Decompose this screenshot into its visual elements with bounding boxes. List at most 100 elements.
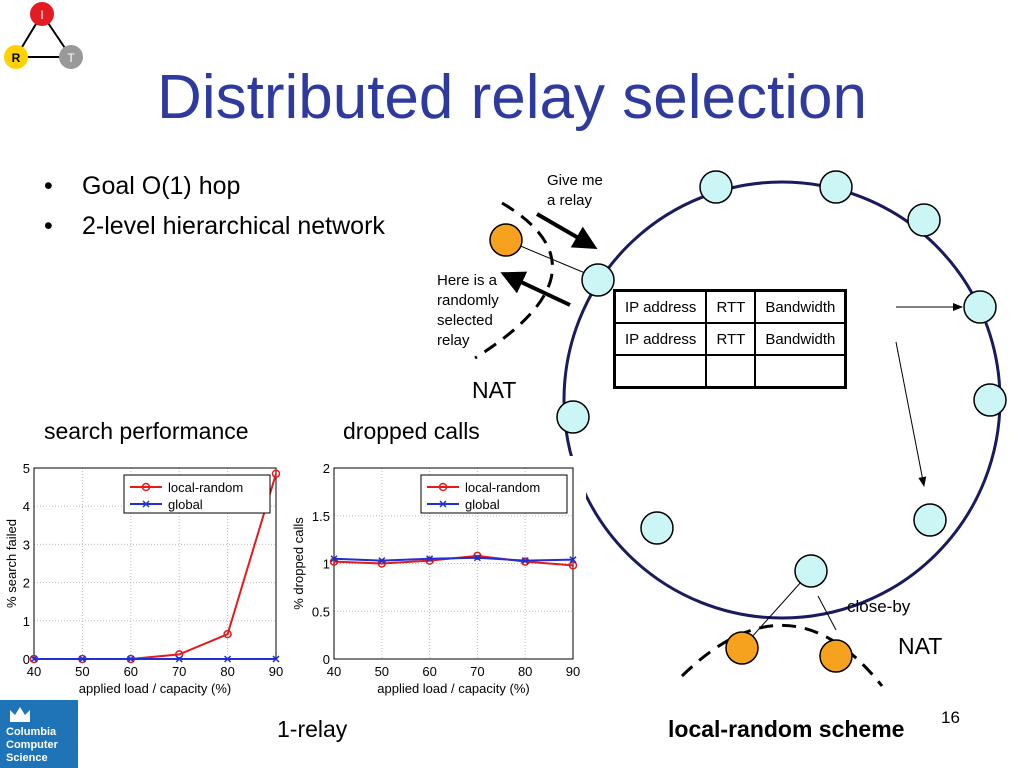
data-point — [569, 556, 577, 564]
y-axis-label: % search failed — [4, 519, 19, 608]
x-tick-label: 40 — [27, 664, 41, 679]
logo-t-letter: T — [67, 51, 75, 65]
plot-frame — [333, 467, 574, 660]
logo-i-circle — [30, 2, 54, 26]
bullet-item: • Goal O(1) hop — [44, 168, 385, 208]
x-tick-label: 80 — [518, 664, 532, 679]
data-point — [473, 554, 481, 562]
table-cell: Bandwidth — [754, 289, 847, 324]
data-point — [174, 650, 184, 659]
x-tick-label: 70 — [470, 664, 484, 679]
response-arrow — [500, 271, 571, 307]
ring-node — [819, 170, 853, 204]
peer-node — [725, 631, 759, 665]
x-tick-label: 40 — [327, 664, 341, 679]
data-point — [78, 655, 86, 663]
bullet-item: • 2-level hierarchical network — [44, 208, 385, 248]
data-point — [426, 555, 434, 563]
columbia-logo-text: Columbia Computer Science — [6, 726, 58, 764]
bullet-text: Goal O(1) hop — [82, 172, 241, 200]
table-cell: IP address — [613, 322, 708, 356]
legend-label: global — [168, 497, 203, 512]
overlay-ring — [562, 180, 1002, 620]
y-tick-label: 2 — [23, 576, 30, 591]
ring-node — [963, 290, 997, 324]
y-tick-label: 1 — [23, 614, 30, 629]
table-cell: RTT — [705, 322, 757, 356]
dropped-calls-chart: 40 50 60 70 80 90 0 0.5 1 1.5 2 applied load / capa… — [286, 456, 586, 704]
data-point — [473, 551, 482, 561]
table-cell — [754, 354, 847, 389]
y-tick-label: 1 — [323, 557, 330, 572]
x-tick-label: 60 — [124, 664, 138, 679]
table-row: IP address RTT Bandwidth — [613, 289, 847, 324]
legend-marker — [142, 500, 150, 508]
legend-label: local-random — [168, 480, 243, 495]
data-point — [272, 655, 280, 663]
x-tick-label: 50 — [375, 664, 389, 679]
columbia-logo — [0, 700, 78, 768]
nat-boundary-top — [474, 201, 554, 360]
page-number: 16 — [941, 708, 960, 727]
table-cell — [613, 354, 708, 389]
here-is-relay-label: Here is a randomly selected relay — [437, 272, 499, 349]
data-point — [30, 655, 38, 663]
y-axis-label: % dropped calls — [291, 517, 306, 610]
peer-link — [741, 571, 811, 649]
x-tick-label: 60 — [422, 664, 436, 679]
bullet-list: • Goal O(1) hop • 2-level hierarchical net… — [44, 168, 385, 248]
ring-node — [907, 203, 941, 237]
ring-node — [973, 383, 1007, 417]
peer-node — [489, 223, 523, 257]
data-point — [224, 655, 232, 663]
peer-node — [819, 639, 853, 673]
table-row: IP address RTT Bandwidth — [613, 322, 847, 356]
ring-node — [640, 511, 674, 545]
one-relay-label: 1-relay — [277, 716, 348, 742]
iris-logo: I R T — [4, 2, 83, 69]
nat-boundary-bottom — [680, 623, 884, 687]
dropped-calls-label: dropped calls — [343, 418, 480, 444]
request-arrow — [535, 212, 598, 250]
crown-icon — [10, 707, 30, 722]
y-tick-label: 1.5 — [312, 509, 330, 524]
table-arrow — [895, 341, 927, 487]
table-cell: IP address — [613, 289, 708, 324]
bullet-text: 2-level hierarchical network — [82, 212, 385, 240]
y-tick-label: 2 — [323, 461, 330, 476]
legend-label: local-random — [465, 480, 540, 495]
data-point — [378, 557, 386, 565]
give-me-relay-label: Give me a relay — [547, 172, 603, 209]
x-axis-label: applied load / capacity (%) — [79, 681, 231, 696]
nat-label-top: NAT — [472, 377, 517, 403]
x-axis-label: applied load / capacity (%) — [377, 681, 529, 696]
data-point — [223, 629, 232, 639]
data-point — [330, 555, 338, 563]
x-tick-label: 70 — [172, 664, 186, 679]
ring-node — [794, 554, 828, 588]
y-tick-label: 0 — [23, 652, 30, 667]
x-tick-label: 80 — [220, 664, 234, 679]
legend-marker — [141, 482, 151, 492]
slide-title: Distributed relay selection — [157, 63, 867, 132]
logo-r-letter: R — [12, 51, 21, 65]
bullet-dot: • — [44, 172, 53, 200]
table-cell: RTT — [705, 289, 757, 324]
data-point — [127, 655, 135, 663]
y-tick-label: 3 — [23, 537, 30, 552]
ring-node — [581, 263, 615, 297]
data-point — [568, 561, 578, 570]
logo-i-letter: I — [40, 8, 43, 22]
x-tick-label: 90 — [566, 664, 580, 679]
close-by-label: close-by — [847, 597, 911, 616]
ring-node — [556, 400, 590, 434]
search-performance-label: search performance — [44, 418, 249, 444]
y-tick-label: 5 — [23, 461, 30, 476]
y-tick-label: 0.5 — [312, 604, 330, 619]
ring-node — [699, 170, 733, 204]
table-row — [613, 354, 847, 389]
peer-link — [817, 595, 837, 631]
data-point — [521, 557, 529, 565]
data-point — [175, 655, 183, 663]
x-tick-label: 90 — [269, 664, 283, 679]
